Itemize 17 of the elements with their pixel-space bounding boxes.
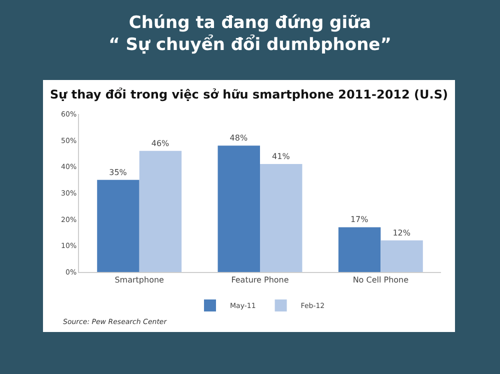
x-tick-label: Smartphone <box>114 276 164 285</box>
chart-subtitle: Sự thay đổi trong việc sở hữu smartphone 2011-2012 (U.S) <box>50 87 448 102</box>
bar <box>380 240 423 272</box>
bar <box>218 146 260 272</box>
bar <box>97 180 140 272</box>
x-tick-label: No Cell Phone <box>352 276 409 285</box>
bar <box>260 164 302 272</box>
data-label: 17% <box>350 215 369 224</box>
chart-title: Chúng ta đang đứng giữa “ Sự chuyển đổi dumbphone” <box>108 12 392 56</box>
data-label: 41% <box>272 152 290 162</box>
data-label: 46% <box>151 138 170 148</box>
data-label: 12% <box>392 228 411 238</box>
data-label: 48% <box>230 134 248 143</box>
bar <box>139 150 182 272</box>
data-label: 35% <box>109 168 128 177</box>
bar <box>338 227 381 272</box>
x-tick-label: Feature Phone <box>231 276 289 285</box>
